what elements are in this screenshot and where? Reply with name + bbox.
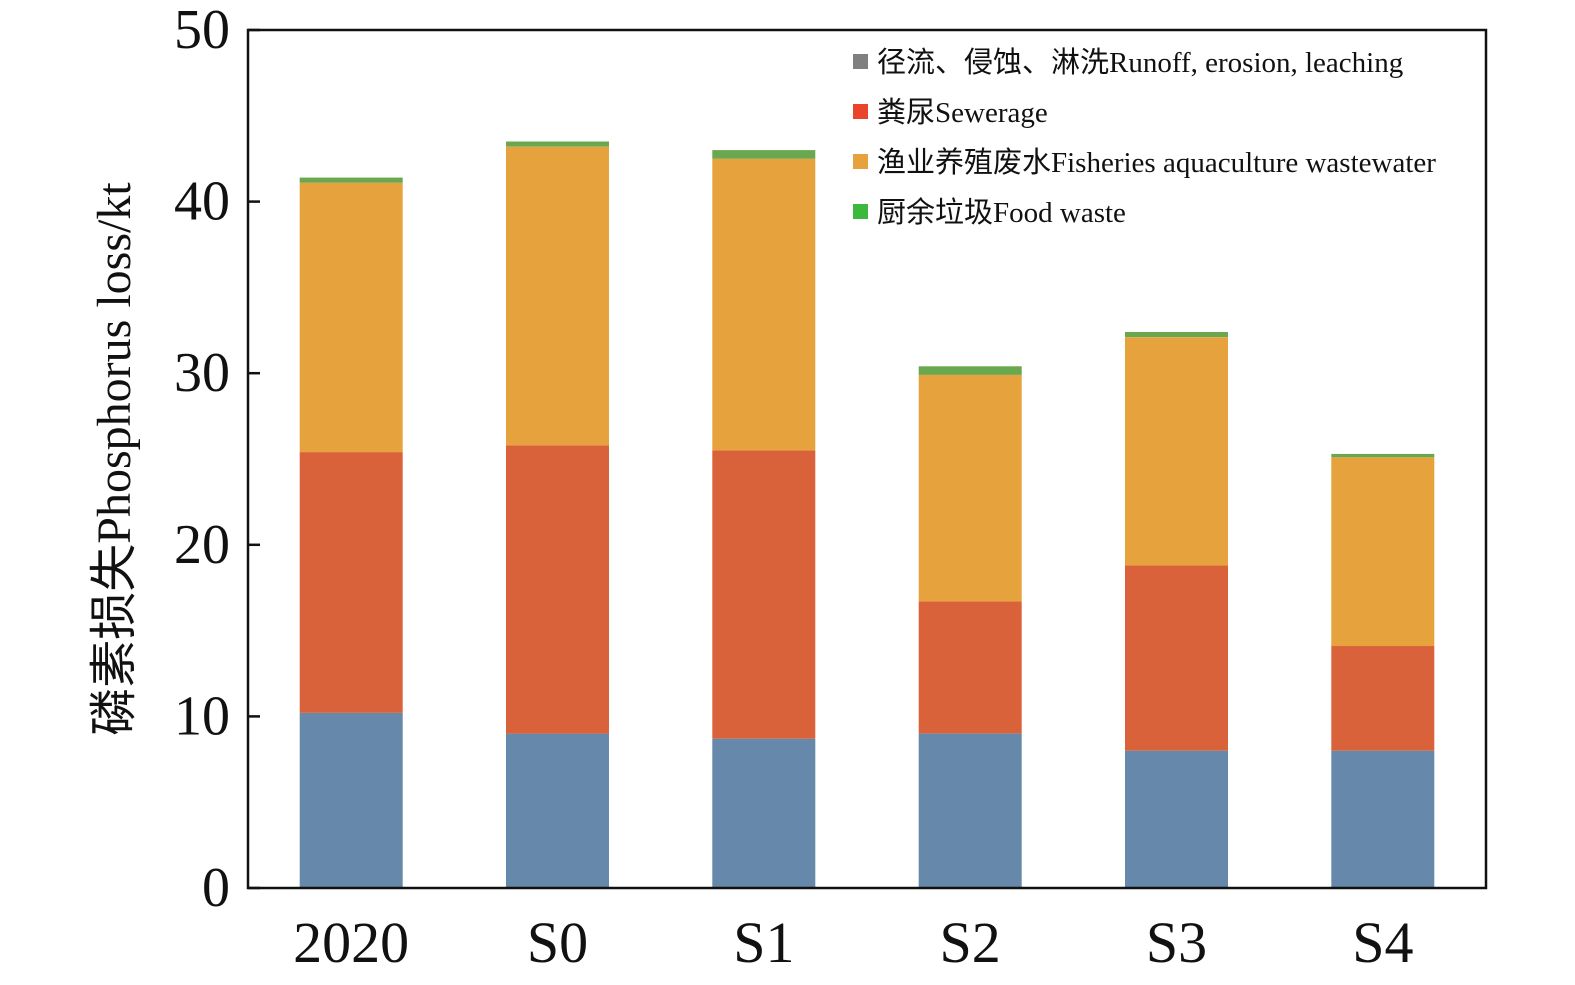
x-axis: 2020 S0 S1 S2 S3 S4 bbox=[293, 910, 1413, 975]
y-tick-label: 30 bbox=[174, 342, 230, 404]
legend: 径流、侵蚀、淋洗Runoff, erosion, leaching 粪尿Sewer… bbox=[853, 46, 1436, 229]
legend-swatch bbox=[853, 204, 868, 219]
bar-S2-series-0 bbox=[918, 733, 1022, 888]
plot-frame bbox=[246, 28, 1488, 890]
bar-2020-series-3 bbox=[299, 177, 403, 183]
x-tick-label: S4 bbox=[1352, 910, 1413, 975]
bar-S0-series-1 bbox=[506, 445, 609, 734]
legend-label: 径流、侵蚀、淋洗Runoff, erosion, leaching bbox=[877, 46, 1403, 79]
bar-S2-series-2 bbox=[918, 374, 1022, 602]
bar-S2-series-1 bbox=[918, 601, 1022, 734]
bar-S1-series-0 bbox=[712, 738, 816, 888]
bar-S1-series-3 bbox=[712, 150, 816, 159]
bar-2020-series-0 bbox=[299, 713, 403, 888]
legend-swatch bbox=[853, 154, 868, 169]
x-tick-label: 2020 bbox=[293, 910, 409, 975]
bar-2020-series-2 bbox=[299, 182, 403, 453]
bar-S4-series-0 bbox=[1331, 750, 1435, 888]
y-tick-label: 20 bbox=[174, 514, 230, 576]
x-tick-label: S2 bbox=[940, 910, 1001, 975]
bar-S2-series-3 bbox=[918, 366, 1022, 375]
y-axis-title: 磷素损失Phosphorus loss/kt bbox=[88, 182, 141, 736]
bar-S4-series-2 bbox=[1331, 457, 1435, 647]
y-tick-label: 0 bbox=[202, 857, 230, 919]
y-tick-label: 10 bbox=[174, 685, 230, 747]
bars-group bbox=[299, 141, 1435, 888]
bar-S3-series-0 bbox=[1125, 750, 1228, 888]
x-tick-label: S0 bbox=[527, 910, 588, 975]
y-axis: 0 10 20 30 40 50 bbox=[174, 0, 260, 919]
legend-swatch bbox=[853, 54, 868, 69]
y-tick-label: 50 bbox=[174, 0, 230, 61]
bar-S1-series-1 bbox=[712, 450, 816, 739]
bar-S0-series-0 bbox=[506, 733, 609, 888]
x-tick-label: S1 bbox=[733, 910, 794, 975]
legend-label: 粪尿Sewerage bbox=[877, 96, 1048, 129]
bar-S1-series-2 bbox=[712, 158, 816, 451]
x-tick-label: S3 bbox=[1146, 910, 1207, 975]
bar-S0-series-3 bbox=[506, 141, 609, 147]
bar-S4-series-1 bbox=[1331, 646, 1435, 751]
y-tick-label: 40 bbox=[174, 171, 230, 233]
legend-label: 渔业养殖废水Fisheries aquaculture wastewater bbox=[877, 146, 1436, 179]
bar-S3-series-1 bbox=[1125, 565, 1228, 751]
bar-S3-series-3 bbox=[1125, 332, 1228, 338]
bar-S0-series-2 bbox=[506, 146, 609, 446]
bar-S4-series-3 bbox=[1331, 453, 1435, 458]
bar-S3-series-2 bbox=[1125, 337, 1228, 566]
legend-label: 厨余垃圾Food waste bbox=[877, 196, 1126, 229]
legend-swatch bbox=[853, 104, 868, 119]
bar-2020-series-1 bbox=[299, 452, 403, 713]
